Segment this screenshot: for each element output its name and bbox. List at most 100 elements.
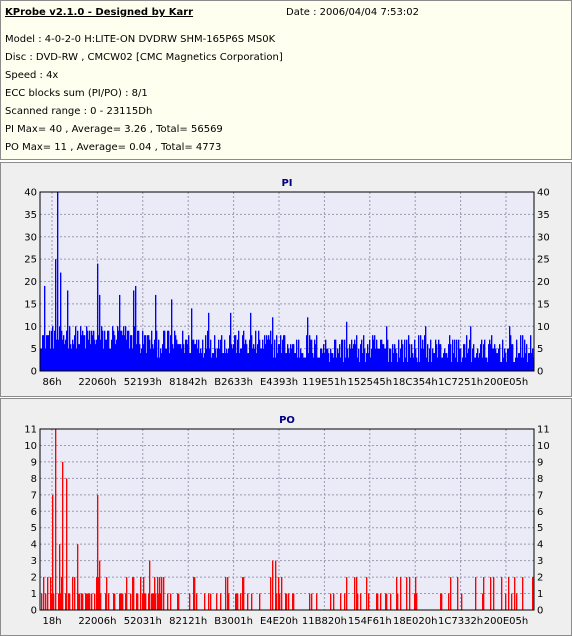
x-tick-label: 154F61h	[348, 616, 392, 627]
y-tick-label-right: 20	[537, 277, 550, 288]
data-bar	[98, 335, 100, 371]
data-bar	[303, 357, 305, 371]
data-bar	[344, 593, 346, 610]
data-bar	[67, 290, 69, 371]
data-bar	[238, 330, 240, 371]
data-bar	[69, 326, 71, 371]
data-bar	[285, 353, 287, 371]
data-bar	[58, 339, 60, 371]
data-bar	[522, 577, 524, 610]
data-bar	[86, 326, 88, 371]
data-bar	[464, 344, 466, 371]
y-tick-label-right: 8	[537, 474, 543, 485]
data-bar	[299, 357, 301, 371]
data-bar	[105, 593, 107, 610]
data-bar	[494, 344, 496, 371]
data-bar	[331, 353, 333, 371]
data-bar	[250, 312, 252, 371]
data-bar	[93, 330, 95, 371]
data-bar	[247, 593, 249, 610]
data-bar	[204, 353, 206, 371]
data-bar	[311, 593, 313, 610]
data-bar	[122, 335, 124, 371]
data-bar	[507, 348, 509, 372]
data-bar	[502, 339, 504, 371]
data-bar	[363, 335, 365, 371]
data-bar	[501, 362, 503, 371]
data-bar	[203, 357, 205, 371]
data-bar	[295, 353, 297, 371]
data-bar	[108, 330, 110, 371]
data-bar	[301, 353, 303, 371]
data-bar	[60, 272, 62, 371]
data-bar	[149, 339, 151, 371]
data-bar	[53, 593, 55, 610]
data-bar	[313, 357, 315, 371]
data-bar	[286, 593, 288, 610]
data-bar	[52, 494, 54, 610]
data-bar	[221, 335, 223, 371]
data-bar	[113, 330, 115, 371]
data-bar	[473, 344, 475, 371]
data-bar	[49, 330, 51, 371]
data-bar	[292, 344, 294, 371]
data-bar	[111, 339, 113, 371]
data-bar	[228, 348, 230, 372]
data-bar	[142, 330, 144, 371]
data-bar	[201, 353, 203, 371]
x-tick-label: 22060h	[78, 377, 116, 388]
data-bar	[211, 357, 213, 371]
data-bar	[288, 593, 290, 610]
data-bar	[167, 330, 169, 371]
data-bar	[126, 339, 128, 371]
data-bar	[415, 348, 417, 372]
data-bar	[396, 353, 398, 371]
data-bar	[133, 577, 135, 610]
data-bar	[229, 335, 231, 371]
data-bar	[114, 335, 116, 371]
data-bar	[161, 353, 163, 371]
data-bar	[394, 344, 396, 371]
data-bar	[246, 344, 248, 371]
data-bar	[123, 326, 125, 371]
data-bar	[270, 577, 272, 610]
data-bar	[81, 335, 83, 371]
data-bar	[82, 330, 84, 371]
data-bar	[55, 259, 57, 372]
data-bar	[94, 593, 96, 610]
data-bar	[106, 577, 108, 610]
y-tick-label-right: 5	[537, 523, 543, 534]
data-bar	[468, 348, 470, 372]
data-bar	[88, 593, 90, 610]
data-bar	[461, 362, 463, 371]
x-tick-label: E4393h	[260, 377, 298, 388]
data-bar	[252, 348, 254, 372]
data-bar	[214, 335, 216, 371]
data-bar	[109, 348, 111, 372]
y-tick-label-right: 2	[537, 573, 543, 584]
data-bar	[309, 593, 311, 610]
data-bar	[524, 339, 526, 371]
data-bar	[329, 362, 331, 371]
data-bar	[78, 593, 80, 610]
y-tick-label-right: 6	[537, 507, 543, 518]
data-bar	[143, 577, 145, 610]
data-bar	[107, 330, 109, 371]
data-bar	[443, 353, 445, 371]
data-bar	[451, 362, 453, 371]
data-bar	[68, 348, 70, 372]
x-tick-label: 18E020h	[393, 616, 437, 627]
data-bar	[154, 577, 156, 610]
data-bar	[372, 335, 374, 371]
data-bar	[40, 348, 42, 372]
x-tick-label: E4E20h	[260, 616, 298, 627]
data-bar	[452, 339, 454, 371]
x-tick-label: 200E05h	[484, 616, 528, 627]
data-bar	[351, 339, 353, 371]
data-bar	[290, 344, 292, 371]
data-bar	[125, 326, 127, 371]
data-bar	[490, 577, 492, 610]
data-bar	[383, 344, 385, 371]
data-bar	[132, 577, 134, 610]
data-bar	[380, 339, 382, 371]
